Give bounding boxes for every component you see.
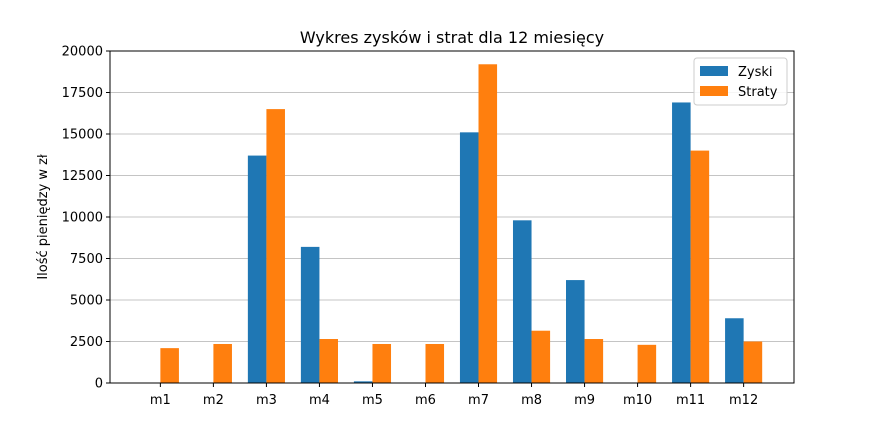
bar-straty-m6 [425, 343, 445, 383]
series-straty [160, 64, 763, 383]
bar-zyski-m7 [459, 132, 479, 383]
y-tick-label: 15000 [62, 128, 103, 143]
bar-zyski-m8 [512, 220, 532, 383]
x-tick-label: m4 [309, 393, 330, 408]
y-tick-label: 12500 [62, 169, 103, 184]
bar-straty-m3 [266, 109, 285, 383]
bar-zyski-m5 [353, 381, 373, 383]
legend-swatch-zyski [700, 66, 728, 76]
bar-straty-m7 [478, 64, 498, 383]
legend: Zyski Straty [693, 57, 788, 106]
bar-straty-m8 [531, 330, 551, 383]
bar-straty-m2 [213, 343, 232, 383]
x-tick-label: m12 [729, 393, 758, 408]
x-tick-label: m7 [468, 393, 489, 408]
chart-title: Wykres zysków i strat dla 12 miesięcy [300, 28, 604, 47]
bar-straty-m1 [160, 348, 179, 383]
x-tick-label: m2 [203, 393, 224, 408]
series-zyski [247, 102, 744, 384]
bar-zyski-m11 [672, 102, 691, 384]
bar-straty-m9 [584, 339, 604, 383]
bar-straty-m11 [690, 150, 710, 383]
y-tick-label: 20000 [62, 45, 103, 60]
x-tick-label: m1 [150, 393, 171, 408]
bar-zyski-m12 [725, 318, 744, 383]
x-tick-label: m6 [415, 393, 436, 408]
x-tick-label: m11 [676, 393, 705, 408]
bar-zyski-m3 [247, 155, 267, 383]
y-tick-label: 17500 [62, 86, 103, 101]
legend-label-zyski: Zyski [738, 65, 773, 80]
y-tick-label: 7500 [70, 252, 103, 267]
bar-zyski-m4 [300, 246, 320, 383]
y-tick-label: 5000 [70, 294, 103, 309]
x-tick-label: m5 [362, 393, 383, 408]
legend-swatch-straty [700, 86, 728, 96]
x-tick-label: m8 [521, 393, 542, 408]
x-tick-label: m3 [256, 393, 277, 408]
bar-straty-m12 [743, 341, 763, 383]
bar-zyski-m9 [566, 280, 585, 383]
y-tick-label: 2500 [70, 335, 103, 350]
tick-labels: 0 2500 5000 7500 10000 12500 15000 17500 20000 m1… [62, 45, 759, 409]
x-tick-label: m10 [623, 393, 652, 408]
legend-label-straty: Straty [738, 85, 778, 100]
y-tick-label: 10000 [62, 211, 103, 226]
y-tick-label: 0 [95, 377, 103, 392]
bar-straty-m10 [637, 344, 657, 383]
bars [160, 64, 763, 384]
x-tick-label: m9 [574, 393, 595, 408]
bar-straty-m5 [372, 343, 392, 383]
y-axis-label: Ilość pieniędzy w zł [36, 154, 51, 280]
bar-straty-m4 [319, 339, 338, 383]
